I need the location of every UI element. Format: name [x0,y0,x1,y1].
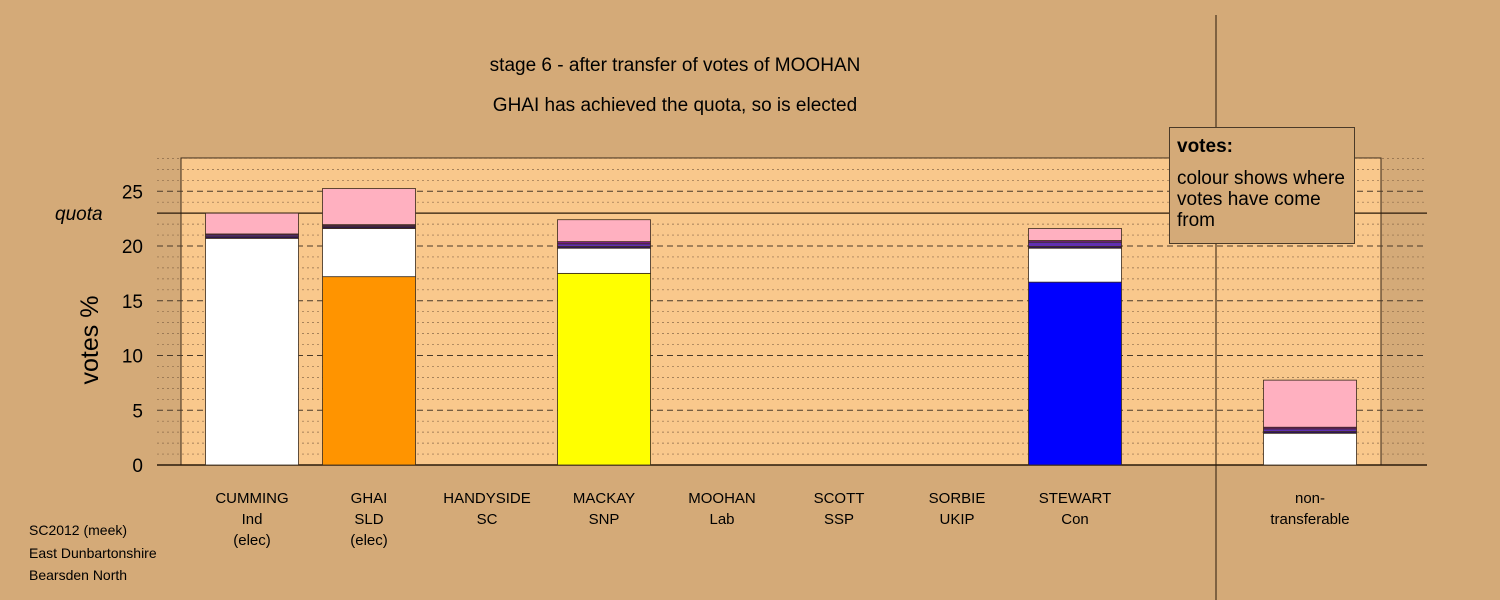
bar-segment-ghai-sld [322,276,416,466]
legend: votes: colour shows where votes have com… [1169,127,1355,244]
category-label: MOOHAN [688,490,756,507]
bar-segment-stewart-ukip [1028,241,1122,247]
bar-segment-non-ind [1263,432,1357,466]
footer-election: SC2012 (meek) [29,522,128,538]
footer-council: East Dunbartonshire [29,545,157,561]
category-label: Ind [242,511,263,528]
category-label: CUMMING [215,490,288,507]
category-label: Lab [709,511,734,528]
y-tick-label: 0 [132,456,143,477]
bar-segment-mackay-ind [557,247,651,274]
bar-segment-ghai-ind [322,228,416,278]
legend-title: votes: [1177,136,1233,157]
bar-segment-mackay-lab [557,219,651,243]
bar-segment-mackay-snp [557,272,651,466]
category-label: SSP [824,511,854,528]
category-label: SC [477,511,498,528]
category-label: SLD [354,511,383,528]
bar-segment-mackay-ukip [557,243,651,247]
y-tick-label: 10 [122,347,143,368]
category-label: SORBIE [929,490,986,507]
bar-segment-stewart-lab [1028,228,1122,241]
y-tick-label: 15 [122,292,143,313]
category-label: non- [1295,490,1325,507]
bar-segment-ghai-lab [322,188,416,226]
category-label: SCOTT [814,490,865,507]
bar-segment-stewart-con [1028,281,1122,466]
category-label: (elec) [233,532,271,549]
bar-segment-cumming-lab [205,212,299,235]
category-label: UKIP [939,511,974,528]
legend-text: colour shows where votes have come from [1177,168,1345,231]
y-tick-label: 20 [122,237,143,258]
y-tick-label: 5 [132,401,143,422]
bar-segment-non-ukip [1263,428,1357,433]
bar-segment-stewart-ind [1028,247,1122,283]
category-label: HANDYSIDE [443,490,531,507]
category-label: Con [1061,511,1089,528]
chart-subtitle: GHAI has achieved the quota, so is elect… [492,95,858,116]
category-label: MACKAY [573,490,635,507]
category-label: (elec) [350,532,388,549]
chart-title: stage 6 - after transfer of votes of MOO… [489,55,861,76]
bar-segment-cumming-ind [205,237,299,466]
bar-segment-non-lab [1263,379,1357,428]
category-label: STEWART [1039,490,1112,507]
y-tick-label: 25 [122,182,143,203]
category-label: SNP [589,511,620,528]
y-axis-label: votes % [76,296,104,385]
quota-label: quota [55,204,103,225]
category-label: transferable [1270,511,1349,528]
footer-ward: Bearsden North [29,567,128,583]
category-label: GHAI [351,490,388,507]
